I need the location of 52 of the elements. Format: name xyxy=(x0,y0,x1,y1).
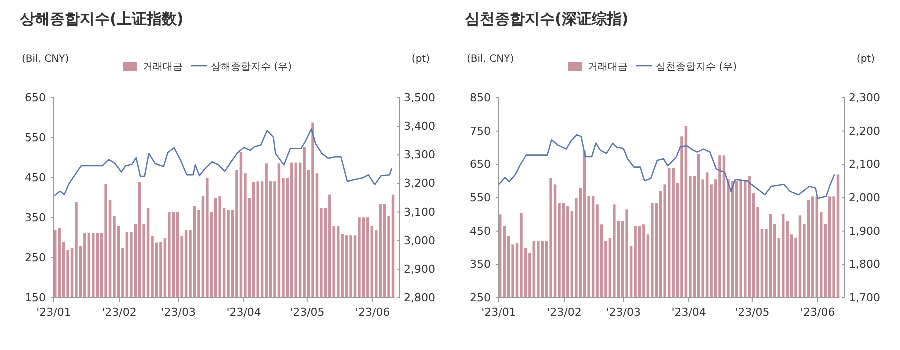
x-tick-label: '23/01 xyxy=(482,306,516,319)
y2-tick-label: 3,400 xyxy=(404,120,436,134)
x-tick-label: '23/02 xyxy=(102,306,137,319)
line-series xyxy=(53,128,393,197)
x-tick-label: '23/02 xyxy=(547,306,582,319)
y-tick-label: 550 xyxy=(470,192,491,204)
y-tick-label: 450 xyxy=(25,172,46,184)
x-tick-label: '23/01 xyxy=(36,306,72,319)
x-tick-label: '23/04 xyxy=(672,306,706,319)
y-tick-label: 650 xyxy=(25,92,46,104)
legend-label: 거래대금 xyxy=(588,62,628,73)
y2-tick-label: 2,800 xyxy=(404,292,436,304)
y2-tick-label: 3,300 xyxy=(404,148,436,162)
y2-tick-label: 1,800 xyxy=(849,258,880,272)
y-axis-title: (Bil. CNY) xyxy=(467,54,514,65)
x-tick-label: '23/04 xyxy=(226,306,262,319)
y2-tick-label: 3,200 xyxy=(404,177,436,190)
y2-tick-label: 3,500 xyxy=(404,92,436,104)
legend-label: 상해종합지수 (우) xyxy=(211,62,292,73)
y2-tick-label: 3,000 xyxy=(404,234,436,248)
y-axis-title: (Bil. CNY) xyxy=(22,54,70,65)
y-tick-label: 450 xyxy=(470,224,491,238)
y-tick-label: 150 xyxy=(25,292,46,304)
y2-tick-label: 3,100 xyxy=(404,206,436,219)
chart-title: 상해종합지수(上证指数) xyxy=(20,10,184,28)
chart-title: 심천종합지수(深证综指) xyxy=(465,10,629,28)
y-tick-label: 350 xyxy=(470,258,491,272)
y-tick-label: 750 xyxy=(470,124,491,138)
y-tick-label: 650 xyxy=(470,158,491,172)
x-tick-label: '23/03 xyxy=(606,306,641,319)
y2-axis-title: (pt) xyxy=(856,54,876,65)
y2-tick-label: 1,900 xyxy=(849,224,880,238)
legend-label: 거래대금 xyxy=(143,62,183,73)
x-tick-label: '23/06 xyxy=(356,306,390,319)
x-tick-label: '23/06 xyxy=(800,306,836,319)
y-tick-label: 250 xyxy=(470,292,491,304)
y2-tick-label: 1,700 xyxy=(849,292,880,304)
y-tick-label: 850 xyxy=(470,92,491,104)
x-tick-label: '23/05 xyxy=(290,306,325,319)
y-tick-label: 250 xyxy=(25,252,46,264)
y2-tick-label: 2,100 xyxy=(849,158,880,172)
y2-tick-label: 2,300 xyxy=(849,92,880,104)
y2-tick-label: 2,000 xyxy=(849,192,880,204)
x-tick-label: '23/05 xyxy=(735,306,770,319)
y2-axis-title: (pt) xyxy=(412,54,430,65)
x-tick-label: '23/03 xyxy=(161,306,196,319)
line-series xyxy=(498,134,836,200)
legend-label: 심천종합지수 (우) xyxy=(656,62,738,73)
y2-tick-label: 2,900 xyxy=(404,262,436,276)
y-tick-label: 350 xyxy=(25,212,46,224)
y-tick-label: 550 xyxy=(25,132,46,144)
y2-tick-label: 2,200 xyxy=(849,124,880,138)
